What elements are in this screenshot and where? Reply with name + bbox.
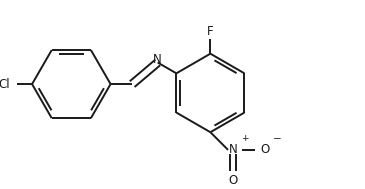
Text: N: N (228, 143, 237, 156)
Text: −: − (273, 134, 282, 144)
Text: N: N (153, 53, 162, 66)
Text: O: O (228, 174, 238, 187)
Text: +: + (241, 134, 248, 143)
Text: O: O (261, 143, 270, 156)
Text: Cl: Cl (0, 78, 11, 91)
Text: F: F (207, 25, 214, 38)
